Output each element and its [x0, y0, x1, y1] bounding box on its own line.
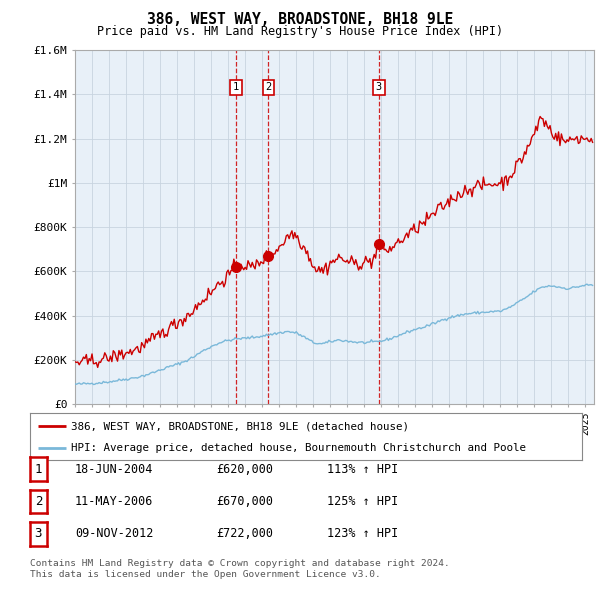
- Text: Price paid vs. HM Land Registry's House Price Index (HPI): Price paid vs. HM Land Registry's House …: [97, 25, 503, 38]
- Text: £722,000: £722,000: [216, 527, 273, 540]
- Text: 1: 1: [35, 463, 42, 476]
- Text: This data is licensed under the Open Government Licence v3.0.: This data is licensed under the Open Gov…: [30, 571, 381, 579]
- Text: 125% ↑ HPI: 125% ↑ HPI: [327, 495, 398, 508]
- Text: 123% ↑ HPI: 123% ↑ HPI: [327, 527, 398, 540]
- Text: £670,000: £670,000: [216, 495, 273, 508]
- Text: 11-MAY-2006: 11-MAY-2006: [75, 495, 154, 508]
- Text: £620,000: £620,000: [216, 463, 273, 476]
- Text: 386, WEST WAY, BROADSTONE, BH18 9LE (detached house): 386, WEST WAY, BROADSTONE, BH18 9LE (det…: [71, 421, 409, 431]
- Text: 1: 1: [233, 83, 239, 92]
- Text: 09-NOV-2012: 09-NOV-2012: [75, 527, 154, 540]
- Text: 386, WEST WAY, BROADSTONE, BH18 9LE: 386, WEST WAY, BROADSTONE, BH18 9LE: [147, 12, 453, 27]
- Text: 3: 3: [35, 527, 42, 540]
- Text: 2: 2: [35, 495, 42, 508]
- Text: Contains HM Land Registry data © Crown copyright and database right 2024.: Contains HM Land Registry data © Crown c…: [30, 559, 450, 568]
- Text: 2: 2: [265, 83, 271, 92]
- Text: 113% ↑ HPI: 113% ↑ HPI: [327, 463, 398, 476]
- Text: HPI: Average price, detached house, Bournemouth Christchurch and Poole: HPI: Average price, detached house, Bour…: [71, 444, 526, 453]
- Text: 3: 3: [376, 83, 382, 92]
- Text: 18-JUN-2004: 18-JUN-2004: [75, 463, 154, 476]
